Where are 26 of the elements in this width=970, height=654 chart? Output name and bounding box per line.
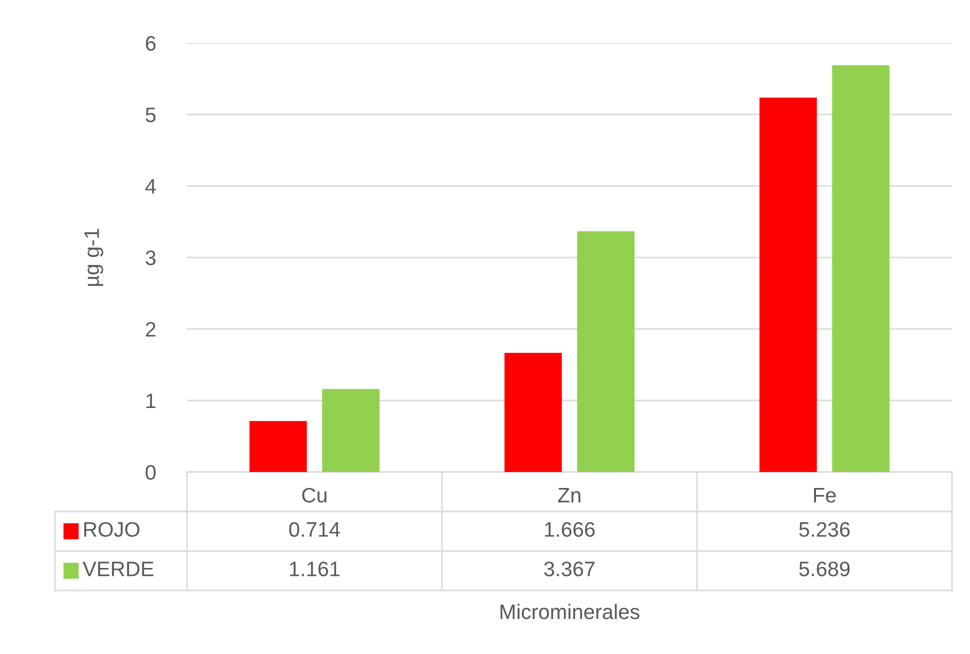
data-label: 0.714 [289, 522, 340, 537]
x-tick-label: Cu [302, 488, 326, 503]
bar [322, 388, 380, 472]
bar [249, 420, 307, 472]
data-label: 5.236 [799, 522, 850, 537]
y-tick-label: 4 [145, 179, 156, 194]
legend-label: VERDE [82, 562, 154, 576]
x-axis-title: Microminerales [500, 604, 640, 620]
bar [759, 98, 817, 472]
bar [832, 65, 890, 472]
y-tick-label: 6 [146, 36, 156, 51]
y-tick-label: 3 [146, 250, 156, 266]
data-label: 1.666 [545, 522, 595, 537]
data-label: 5.689 [799, 562, 850, 576]
data-label: 1.161 [290, 562, 340, 576]
x-tick-label: Fe [814, 488, 836, 503]
legend-label: ROJO [84, 522, 140, 537]
bar [504, 352, 562, 472]
y-tick-label: 0 [146, 465, 156, 480]
y-tick-label: 1 [146, 394, 156, 408]
y-tick-label: 5 [146, 108, 156, 122]
y-tick-label: 2 [146, 322, 156, 337]
y-axis-title: µg g-1 [84, 228, 104, 286]
x-tick-label: Zn [558, 488, 580, 502]
bar [577, 231, 635, 472]
data-label: 3.367 [544, 562, 595, 576]
